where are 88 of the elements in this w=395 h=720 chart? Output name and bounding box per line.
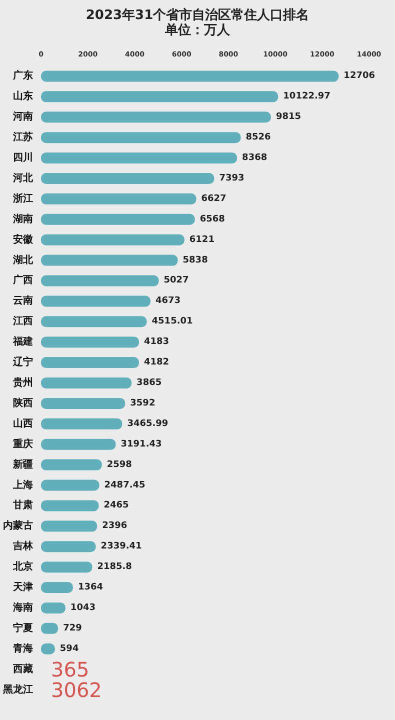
bar bbox=[41, 214, 195, 225]
bar bbox=[41, 336, 139, 348]
y-tick-label: 浙江 bbox=[12, 192, 33, 204]
chart-subtitle: 单位：万人 bbox=[164, 22, 231, 38]
y-tick-label: 青海 bbox=[12, 642, 33, 654]
data-label: 10122.97 bbox=[283, 92, 330, 102]
bar bbox=[41, 91, 278, 102]
bar bbox=[41, 132, 241, 144]
data-label: 3465.99 bbox=[127, 418, 168, 429]
data-label: 8526 bbox=[246, 132, 271, 143]
data-label: 3191.43 bbox=[120, 439, 162, 450]
y-tick-label: 甘肃 bbox=[12, 499, 33, 512]
y-tick-label: 天津 bbox=[12, 581, 33, 594]
bar bbox=[41, 112, 271, 123]
data-label: 8368 bbox=[242, 153, 268, 164]
bar bbox=[41, 582, 73, 594]
data-label: 5838 bbox=[182, 255, 208, 266]
data-label: 4515.01 bbox=[152, 316, 193, 327]
y-tick-label: 贵州 bbox=[12, 376, 33, 388]
y-tick-label: 安徽 bbox=[13, 233, 34, 246]
data-label: 7393 bbox=[219, 173, 244, 184]
bar bbox=[41, 152, 238, 164]
bar bbox=[41, 193, 196, 204]
bar bbox=[41, 70, 339, 82]
bar bbox=[41, 275, 159, 286]
y-tick-label: 河北 bbox=[12, 172, 34, 184]
data-label: 3592 bbox=[130, 398, 156, 408]
chart-title: 2023年31个省市自治区常住人口排名 bbox=[86, 7, 310, 23]
bar bbox=[41, 296, 150, 307]
data-label: 9815 bbox=[276, 112, 302, 122]
data-label: 2339.41 bbox=[100, 542, 142, 552]
bar bbox=[41, 357, 139, 368]
data-label: 2465 bbox=[104, 500, 129, 511]
data-label: 594 bbox=[60, 644, 79, 654]
data-label: 6568 bbox=[200, 214, 225, 224]
bar bbox=[41, 316, 147, 328]
y-tick-label: 海南 bbox=[12, 601, 33, 614]
y-tick-label: 江西 bbox=[12, 315, 33, 328]
y-tick-label: 新疆 bbox=[12, 458, 33, 470]
y-tick-label: 陕西 bbox=[13, 396, 33, 409]
data-label: 4182 bbox=[144, 358, 170, 368]
data-label: 5027 bbox=[164, 276, 189, 286]
bar bbox=[41, 172, 214, 184]
y-tick-label: 江苏 bbox=[12, 131, 33, 144]
y-tick-label: 广西 bbox=[12, 274, 33, 286]
y-tick-label: 北京 bbox=[12, 560, 33, 573]
data-label: 3865 bbox=[136, 378, 162, 388]
y-tick-label: 山东 bbox=[13, 90, 33, 102]
y-tick-label: 河南 bbox=[12, 110, 33, 123]
bar bbox=[41, 378, 132, 388]
y-tick-label: 上海 bbox=[12, 478, 33, 491]
y-tick-label: 内蒙古 bbox=[3, 520, 33, 532]
bar bbox=[41, 234, 184, 246]
data-label: 2185.8 bbox=[97, 562, 132, 572]
bar bbox=[41, 520, 98, 532]
data-label: 2598 bbox=[106, 460, 132, 470]
data-label: 1364 bbox=[78, 582, 104, 593]
data-label: 6627 bbox=[201, 194, 226, 204]
y-tick-label: 湖南 bbox=[12, 212, 33, 225]
bar bbox=[41, 541, 96, 552]
bar bbox=[41, 398, 126, 409]
y-tick-label: 重庆 bbox=[12, 438, 33, 450]
bar bbox=[41, 500, 99, 512]
y-tick-label: 吉林 bbox=[12, 540, 34, 552]
bar bbox=[41, 459, 102, 470]
data-label: 6121 bbox=[189, 234, 214, 245]
data-label: 1043 bbox=[70, 602, 96, 613]
bar bbox=[41, 480, 100, 491]
y-tick-label: 西藏 bbox=[12, 662, 33, 675]
y-tick-label: 黑龙江 bbox=[2, 683, 33, 696]
y-tick-label: 山西 bbox=[13, 417, 33, 430]
data-label: 2487.45 bbox=[104, 480, 146, 490]
data-label: 4183 bbox=[144, 337, 170, 348]
data-label: 4673 bbox=[155, 296, 181, 306]
bar bbox=[41, 438, 116, 450]
y-tick-label: 广东 bbox=[12, 70, 33, 82]
y-tick-label: 辽宁 bbox=[12, 356, 33, 368]
data-label: 2396 bbox=[102, 521, 128, 532]
data-label: 12706 bbox=[344, 71, 375, 82]
y-tick-label: 宁夏 bbox=[13, 622, 33, 634]
y-tick-label: 湖北 bbox=[12, 254, 34, 266]
y-tick-label: 福建 bbox=[12, 336, 33, 348]
bar bbox=[41, 562, 92, 573]
y-tick-label: 云南 bbox=[13, 294, 33, 307]
bar bbox=[41, 254, 178, 266]
data-label: 729 bbox=[63, 623, 82, 634]
bar bbox=[41, 418, 122, 430]
y-tick-label: 四川 bbox=[13, 152, 33, 164]
